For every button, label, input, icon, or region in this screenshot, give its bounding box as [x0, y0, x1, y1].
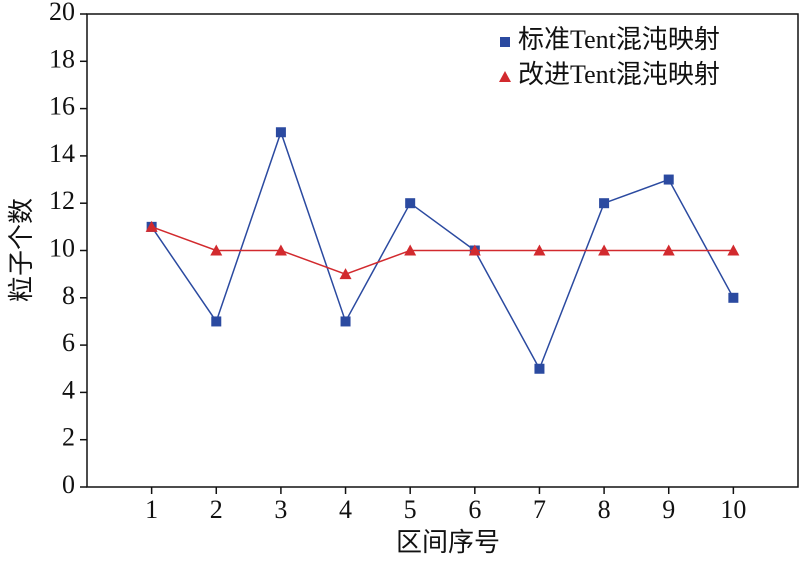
y-tick-label: 4	[62, 375, 75, 404]
marker	[275, 127, 286, 138]
marker	[598, 244, 611, 256]
marker	[211, 316, 222, 327]
y-tick-label: 14	[49, 139, 75, 168]
marker	[662, 244, 675, 256]
marker	[405, 198, 416, 209]
marker	[534, 363, 545, 374]
y-tick-label: 20	[49, 0, 75, 26]
y-axis-label: 粒子个数	[7, 198, 36, 302]
legend-label: 改进Tent混沌映射	[518, 60, 720, 89]
y-tick-label: 2	[62, 423, 75, 452]
marker	[145, 220, 158, 232]
x-tick-label: 6	[468, 495, 481, 524]
x-tick-label: 9	[662, 495, 675, 524]
marker	[663, 174, 674, 185]
x-axis-label: 区间序号	[396, 528, 500, 557]
marker	[404, 244, 417, 256]
y-tick-label: 10	[49, 233, 75, 262]
marker	[468, 244, 481, 256]
marker	[728, 292, 739, 303]
series-line	[151, 226, 734, 275]
x-tick-label: 7	[533, 495, 546, 524]
series-line	[151, 129, 735, 371]
y-tick-label: 16	[49, 92, 75, 121]
marker	[274, 244, 287, 256]
y-tick-label: 0	[62, 470, 75, 499]
marker	[340, 316, 351, 327]
x-tick-label: 10	[720, 495, 746, 524]
marker	[339, 268, 352, 280]
y-tick-label: 12	[49, 186, 75, 215]
x-tick-label: 5	[404, 495, 417, 524]
legend-label: 标准Tent混沌映射	[518, 25, 720, 54]
y-tick-label: 18	[49, 44, 75, 73]
x-tick-label: 8	[598, 495, 611, 524]
legend-marker	[499, 71, 511, 82]
legend-marker	[500, 37, 510, 47]
x-tick-label: 2	[210, 495, 223, 524]
y-tick-label: 6	[62, 328, 75, 357]
marker	[727, 244, 740, 256]
x-tick-label: 3	[274, 495, 287, 524]
x-tick-label: 1	[145, 495, 158, 524]
marker	[599, 198, 610, 209]
x-tick-label: 4	[339, 495, 352, 524]
y-tick-label: 8	[62, 281, 75, 310]
marker	[210, 244, 223, 256]
marker	[533, 244, 546, 256]
